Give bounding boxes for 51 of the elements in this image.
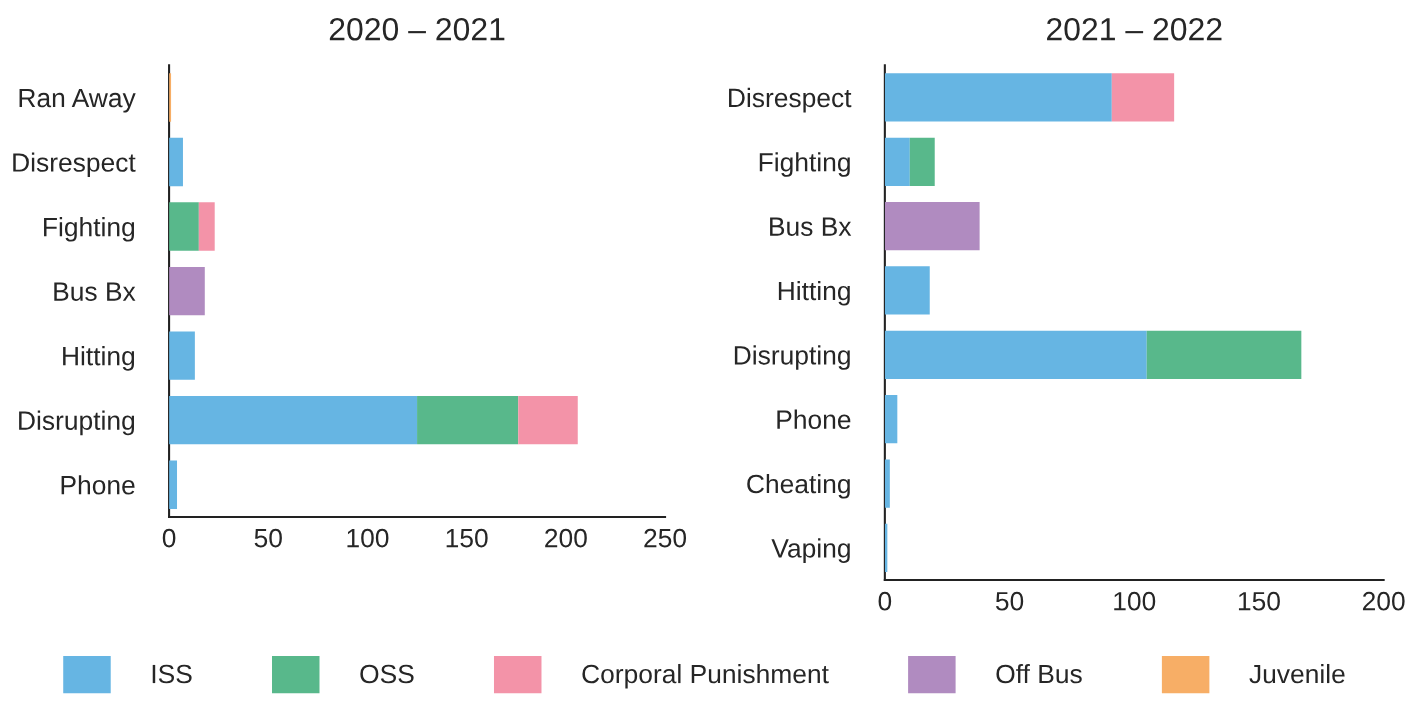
legend-label: Off Bus [996,664,1082,684]
bar [1111,73,1175,122]
x-tick-label: 200 [1362,591,1405,611]
x-tick-label: 0 [878,591,892,611]
chart-title: 2021 – 2022 [1047,17,1222,41]
bar [417,395,519,445]
bar [169,395,418,445]
legend-label: ISS [152,664,192,684]
y-tick-label: Bus Bx [54,282,136,301]
y-tick-label: Phone [777,409,851,429]
x-tick-label: 100 [1114,591,1156,611]
x-tick-label: 200 [545,528,587,548]
bar [884,266,930,315]
y-tick-label: Hitting [778,280,850,306]
y-tick-label: Vaping [771,538,850,563]
bar [884,201,980,251]
x-tick-label: 150 [1238,591,1280,611]
bar [884,395,898,444]
y-tick-label: Hitting [63,346,135,371]
bar [169,137,183,187]
y-tick-label: Disrupting [734,345,850,370]
legend-label: OSS [360,664,414,684]
bar [198,202,215,251]
bar [884,73,1112,122]
x-tick-label: 0 [162,528,176,548]
bar [884,459,890,508]
y-tick-label: Phone [61,475,135,495]
bar [169,331,195,380]
x-tick-label: 50 [995,591,1024,611]
legend-label: Juvenile [1249,663,1345,684]
y-tick-label: Disrupting [19,410,135,436]
x-tick-label: 50 [254,528,282,548]
bar [169,266,205,316]
chart-title: 2020 – 2021 [329,17,505,41]
y-tick-label: Ran Away [19,88,136,113]
y-tick-label: Fighting [759,152,850,177]
bar [169,202,199,251]
bar [909,137,935,186]
legend-label: Corporal Punishment [582,663,829,689]
x-tick-label: 100 [347,528,389,548]
bar [1146,330,1302,379]
y-tick-label: Bus Bx [770,217,852,236]
bar [884,330,1147,379]
y-tick-label: Disrespect [729,87,852,113]
x-tick-label: 150 [446,528,488,548]
bar [884,137,910,186]
x-tick-label: 250 [644,528,687,548]
y-tick-label: Cheating [747,473,850,499]
bar [518,395,578,445]
y-tick-label: Fighting [44,217,135,242]
y-tick-label: Disrespect [13,152,136,178]
